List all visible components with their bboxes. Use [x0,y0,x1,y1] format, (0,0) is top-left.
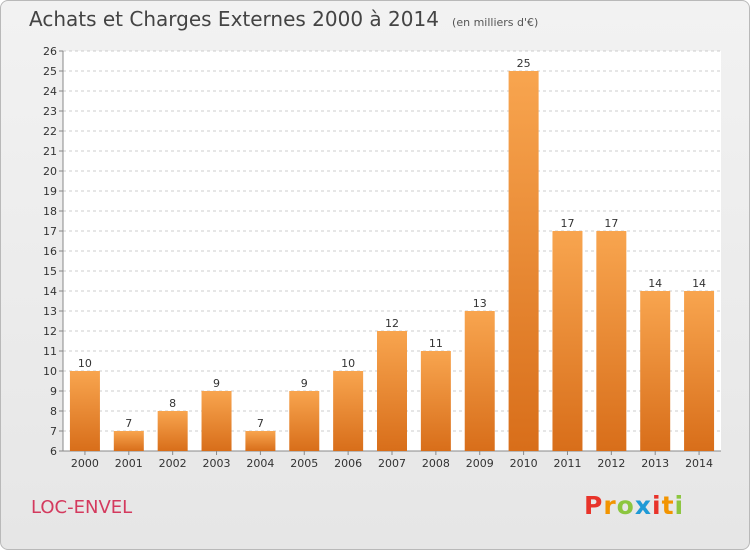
data-label: 14 [648,277,662,290]
x-tick-label: 2012 [597,457,625,470]
x-tick-label: 2005 [290,457,318,470]
logo-letter: i [652,491,662,520]
y-tick-label: 8 [50,405,57,418]
data-label: 14 [692,277,706,290]
y-tick-label: 13 [43,305,57,318]
place-name: LOC-ENVEL [31,497,133,518]
x-tick-label: 2006 [334,457,362,470]
y-tick-label: 14 [43,285,57,298]
bar [289,391,320,451]
bar [333,371,364,451]
data-label: 9 [213,377,220,390]
x-tick-label: 2002 [159,457,187,470]
bar [157,411,188,451]
x-tick-label: 2007 [378,457,406,470]
y-tick-label: 21 [43,145,57,158]
bar [201,391,232,451]
y-tick-label: 26 [43,45,57,58]
logo-letter: P [584,491,604,520]
data-label: 11 [429,337,443,350]
proxiti-logo: Proxiti [584,491,684,520]
x-tick-label: 2010 [510,457,538,470]
chart-title: Achats et Charges Externes 2000 à 2014 [29,7,439,31]
data-label: 13 [473,297,487,310]
x-tick-label: 2000 [71,457,99,470]
bar [640,291,671,451]
bar [245,431,276,451]
bar [420,351,451,451]
bar [113,431,144,451]
bar [464,311,495,451]
data-label: 17 [604,217,618,230]
bar [596,231,627,451]
x-tick-label: 2008 [422,457,450,470]
y-tick-label: 25 [43,65,57,78]
x-tick-label: 2004 [246,457,274,470]
data-label: 9 [301,377,308,390]
title-row: Achats et Charges Externes 2000 à 2014 (… [29,7,538,31]
data-label: 25 [517,57,531,70]
x-tick-label: 2013 [641,457,669,470]
bar [552,231,583,451]
y-tick-label: 15 [43,265,57,278]
data-label: 8 [169,397,176,410]
y-tick-label: 24 [43,85,57,98]
logo-letter: o [616,491,635,520]
y-tick-label: 17 [43,225,57,238]
logo-letter: x [634,491,652,520]
x-tick-label: 2014 [685,457,713,470]
y-tick-label: 11 [43,345,57,358]
bar [508,71,539,451]
data-label: 7 [125,417,132,430]
bar [377,331,407,451]
data-label: 7 [257,417,264,430]
data-label: 10 [341,357,355,370]
y-tick-label: 19 [43,185,57,198]
data-label: 10 [78,357,92,370]
y-tick-label: 9 [50,385,57,398]
y-tick-label: 10 [43,365,57,378]
y-tick-label: 16 [43,245,57,258]
data-label: 17 [560,217,574,230]
y-tick-label: 23 [43,105,57,118]
logo-letter: t [661,491,675,520]
y-tick-label: 18 [43,205,57,218]
y-tick-label: 7 [50,425,57,438]
x-tick-label: 2003 [203,457,231,470]
bar [684,291,715,451]
chart-subtitle: (en milliers d'€) [452,16,539,29]
x-tick-label: 2001 [115,457,143,470]
logo-letter: r [603,491,617,520]
y-tick-label: 12 [43,325,57,338]
bar [69,371,100,451]
data-label: 12 [385,317,399,330]
logo-letter: i [674,491,685,520]
x-tick-label: 2009 [466,457,494,470]
y-tick-label: 20 [43,165,57,178]
x-tick-label: 2011 [553,457,581,470]
y-tick-label: 22 [43,125,57,138]
y-tick-label: 6 [50,445,57,458]
